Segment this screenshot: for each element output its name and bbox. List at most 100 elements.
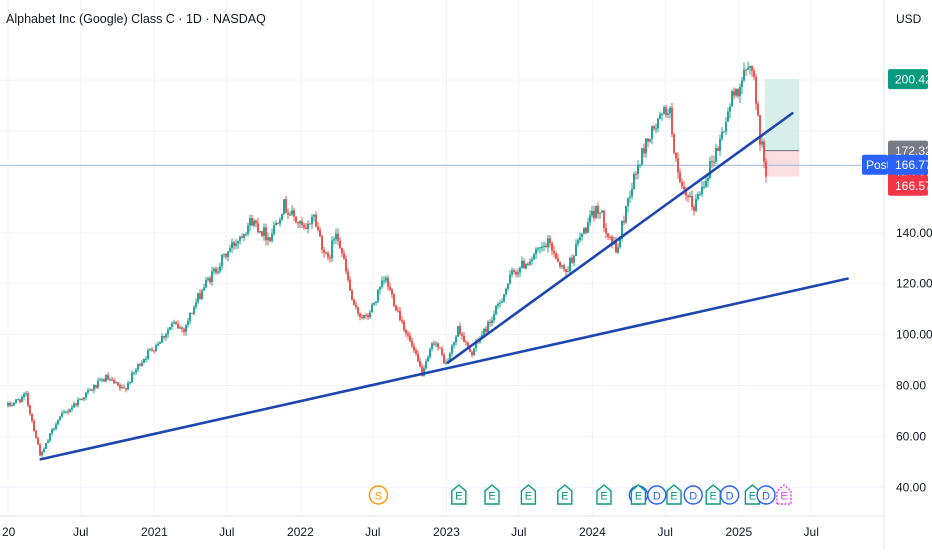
event-marker-dividend[interactable]: D <box>647 485 667 505</box>
candle-body <box>339 240 341 249</box>
currency-label[interactable]: USD <box>896 12 922 26</box>
candle-body <box>669 107 671 114</box>
candle-body <box>453 342 455 346</box>
candle-body <box>559 261 561 267</box>
candle-body <box>577 240 579 245</box>
event-marker-earnings[interactable]: E <box>520 484 537 505</box>
event-marker-shape <box>666 484 682 505</box>
candle-body <box>49 433 51 441</box>
candle-body <box>605 228 607 234</box>
candle-body <box>117 382 119 386</box>
candle-body <box>601 210 603 213</box>
event-marker-shape <box>705 484 721 505</box>
candle-body <box>415 350 417 354</box>
candle-body <box>689 196 691 198</box>
candle-body <box>653 126 655 129</box>
candle-body <box>637 165 639 175</box>
candle-body <box>21 396 23 403</box>
candle-body <box>143 358 145 363</box>
post-market-label[interactable]: Post 166.77 <box>862 154 932 175</box>
event-marker-dividend[interactable]: D <box>756 485 776 505</box>
candle-body <box>147 350 149 359</box>
trendline-2[interactable] <box>446 111 794 364</box>
event-marker-split[interactable]: S <box>368 485 389 505</box>
candle-body <box>91 389 93 391</box>
candle-body <box>527 263 529 265</box>
candle-body <box>371 304 373 313</box>
candle-body <box>385 277 387 281</box>
event-marker-earnings_upcoming[interactable]: E <box>776 484 792 505</box>
event-marker-letter: D <box>653 491 661 503</box>
target-zone[interactable] <box>764 79 800 151</box>
chart-title: Alphabet Inc (Google) Class C · 1D · NAS… <box>6 12 266 26</box>
event-marker-earnings[interactable]: E <box>744 484 761 505</box>
candle-body <box>437 343 439 348</box>
candle-body <box>617 247 619 253</box>
candle-body <box>469 348 471 353</box>
x-tick-label: 2021 <box>141 525 168 539</box>
candle-body <box>741 80 743 88</box>
candle-body <box>299 221 301 224</box>
candle-body <box>701 186 703 195</box>
candle-body <box>341 248 343 254</box>
candle-body <box>715 148 717 162</box>
event-marker-letter: E <box>635 491 642 503</box>
candle-body <box>305 227 307 229</box>
event-marker-shape <box>630 484 647 505</box>
candle-body <box>721 131 723 139</box>
candle-body <box>521 260 523 268</box>
event-marker-earnings[interactable]: E <box>666 484 682 505</box>
candle-body <box>465 341 467 343</box>
event-marker-earnings[interactable]: E <box>705 484 721 505</box>
x-tick-label: Jul <box>511 525 526 539</box>
price-label[interactable]: 200.42 <box>888 69 932 90</box>
candle-body <box>585 227 587 233</box>
event-marker-earnings[interactable]: E <box>596 484 612 505</box>
candle-body <box>205 279 207 288</box>
candle-body <box>413 346 415 351</box>
candle-body <box>119 385 121 389</box>
candle-body <box>349 279 351 291</box>
candle-body <box>411 340 413 347</box>
candle-body <box>303 225 305 228</box>
candle-body <box>473 348 475 356</box>
candle-body <box>77 399 79 406</box>
candle-body <box>161 335 163 343</box>
candle-body <box>507 283 509 289</box>
event-marker-letter: E <box>710 491 717 503</box>
event-marker-letter: E <box>749 491 756 503</box>
candle-body <box>547 238 549 248</box>
candle-body <box>483 328 485 335</box>
candle-body <box>129 382 131 384</box>
event-marker-earnings[interactable]: E <box>484 484 500 505</box>
candle-body <box>401 320 403 322</box>
event-marker-earnings[interactable]: E <box>557 484 573 505</box>
candle-body <box>635 173 637 175</box>
event-marker-earnings[interactable]: E <box>451 484 467 505</box>
last-price-label[interactable]: 166.57 <box>888 175 932 196</box>
event-marker-dividend[interactable]: D <box>683 485 703 505</box>
candle-body <box>45 443 47 449</box>
candle-body <box>567 271 569 273</box>
event-marker-letter: E <box>600 491 607 503</box>
x-tick-label: Jul <box>365 525 380 539</box>
candle-body <box>611 236 613 245</box>
candle-body <box>41 452 43 456</box>
candle-body <box>297 222 299 224</box>
x-tick-label: 2023 <box>433 525 460 539</box>
candle-body <box>353 299 355 305</box>
candle-body <box>317 226 319 230</box>
event-marker-dividend[interactable]: D <box>719 485 740 505</box>
candle-body <box>359 313 361 317</box>
trendline-1[interactable] <box>39 277 849 461</box>
stop-zone[interactable] <box>764 150 800 177</box>
event-marker-earnings[interactable]: E <box>630 484 647 505</box>
candle-body <box>377 289 379 302</box>
candle-body <box>99 379 101 381</box>
candle-body <box>165 334 167 338</box>
candle-body <box>29 405 31 414</box>
candle-body <box>275 223 277 226</box>
candle-body <box>329 257 331 259</box>
